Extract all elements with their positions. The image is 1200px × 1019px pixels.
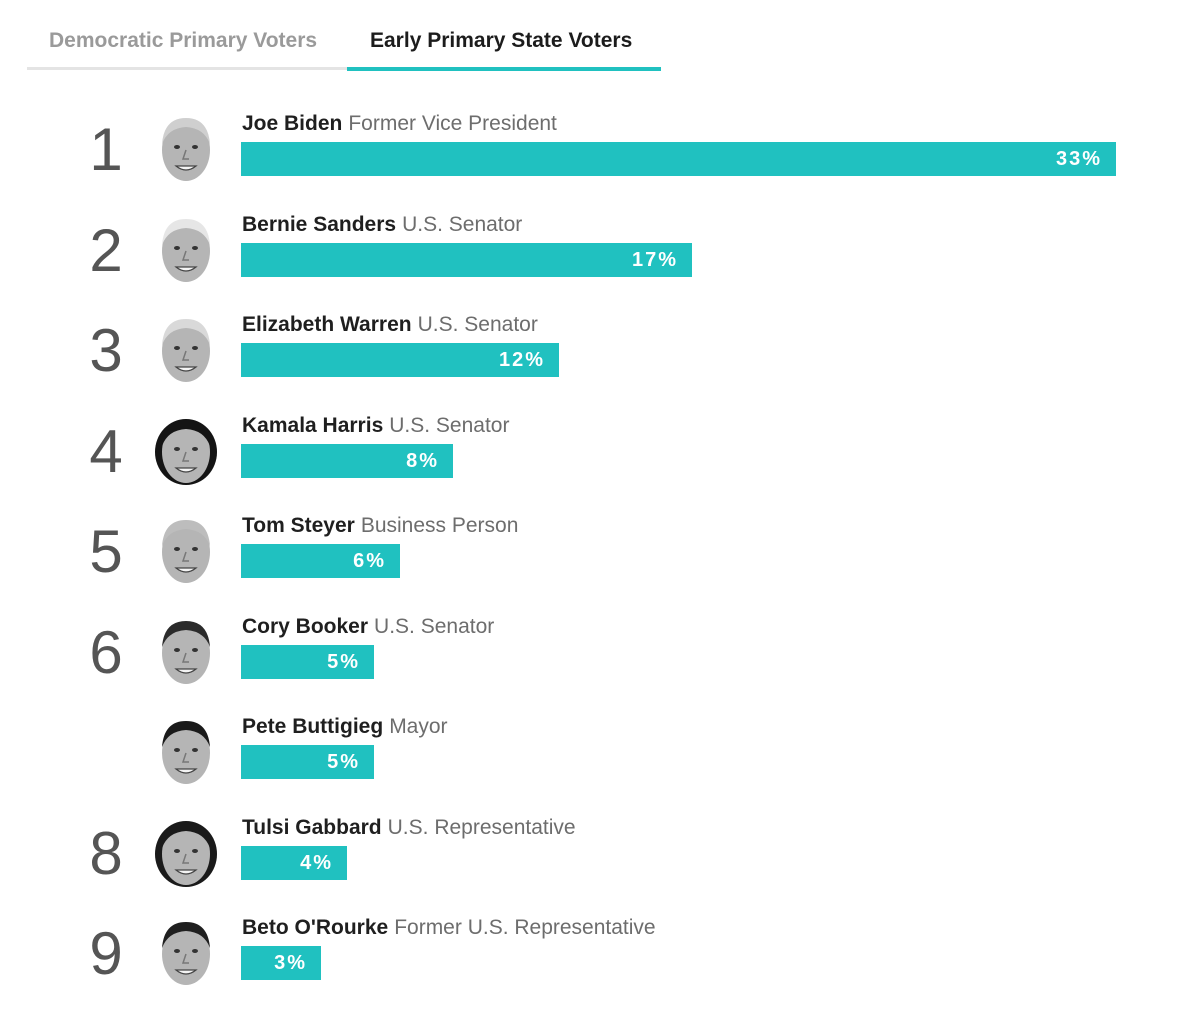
vote-share-label: 5%: [327, 751, 360, 773]
candidate-name: Elizabeth Warren: [242, 313, 412, 336]
vote-share-label: 4%: [300, 852, 333, 874]
vote-share-label: 3%: [274, 952, 307, 974]
candidate-label: Cory Booker U.S. Senator: [242, 613, 494, 641]
candidate-row: 9 Beto O'Rourke Former U.S. Representative…: [0, 914, 1200, 1014]
candidate-label: Tulsi Gabbard U.S. Representative: [242, 814, 576, 842]
vote-share-bar: 3%: [241, 946, 321, 980]
tab-divider: [27, 67, 347, 70]
vote-share-bar: 12%: [241, 343, 559, 377]
candidate-name: Bernie Sanders: [242, 213, 397, 236]
candidate-title: Mayor: [389, 715, 448, 738]
vote-share-bar: 17%: [241, 243, 692, 277]
candidate-title: U.S. Senator: [402, 213, 523, 236]
candidate-portrait-icon: [154, 114, 218, 184]
candidate-row: 6 Cory Booker U.S. Senator 5%: [0, 613, 1200, 713]
candidate-row: 4 Kamala Harris U.S. Senator 8%: [0, 412, 1200, 512]
candidate-portrait-icon: [154, 315, 218, 385]
candidate-label: Bernie Sanders U.S. Senator: [242, 211, 522, 239]
candidate-label: Joe Biden Former Vice President: [242, 110, 557, 138]
candidate-name: Pete Buttigieg: [242, 715, 384, 738]
vote-share-bar: 5%: [241, 645, 374, 679]
candidate-rank: 3: [89, 317, 123, 384]
vote-share-label: 5%: [327, 651, 360, 673]
vote-share-bar: 4%: [241, 846, 347, 880]
candidate-rank: 2: [89, 217, 123, 284]
candidate-name: Tom Steyer: [242, 514, 355, 537]
candidate-rank: 9: [89, 920, 123, 987]
active-tab-underline: [347, 67, 661, 71]
candidate-name: Beto O'Rourke: [242, 916, 389, 939]
vote-share-label: 17%: [631, 249, 678, 271]
vote-share-label: 6%: [353, 550, 386, 572]
candidate-portrait-icon: [154, 416, 218, 486]
candidate-title: Former Vice President: [348, 112, 557, 135]
candidate-row: 5 Tom Steyer Business Person 6%: [0, 512, 1200, 612]
candidate-name: Joe Biden: [242, 112, 343, 135]
candidate-rank: 6: [89, 619, 123, 686]
candidate-row: 1 Joe Biden Former Vice President 33%: [0, 110, 1200, 210]
tab-bar: Democratic Primary Voters Early Primary …: [27, 0, 661, 72]
candidate-portrait-icon: [154, 717, 218, 787]
candidate-title: U.S. Senator: [389, 414, 510, 437]
candidate-row: Pete Buttigieg Mayor 5%: [0, 713, 1200, 813]
candidate-rank: 1: [89, 116, 123, 183]
candidate-row: 2 Bernie Sanders U.S. Senator 17%: [0, 211, 1200, 311]
candidate-rank: 5: [89, 518, 123, 585]
vote-share-bar: 6%: [241, 544, 400, 578]
vote-share-bar: 5%: [241, 745, 374, 779]
vote-share-label: 12%: [498, 349, 545, 371]
candidate-label: Elizabeth Warren U.S. Senator: [242, 311, 538, 339]
candidate-label: Tom Steyer Business Person: [242, 512, 518, 540]
candidate-title: U.S. Senator: [417, 313, 538, 336]
candidate-name: Cory Booker: [242, 615, 369, 638]
candidate-portrait-icon: [154, 818, 218, 888]
candidate-label: Pete Buttigieg Mayor: [242, 713, 448, 741]
candidate-label: Kamala Harris U.S. Senator: [242, 412, 509, 440]
candidate-row: 8 Tulsi Gabbard U.S. Representative 4%: [0, 814, 1200, 914]
candidate-portrait-icon: [154, 215, 218, 285]
vote-share-bar: 33%: [241, 142, 1116, 176]
candidate-portrait-icon: [154, 918, 218, 988]
candidate-portrait-icon: [154, 617, 218, 687]
tab-democratic-primary-voters[interactable]: Democratic Primary Voters: [49, 29, 318, 52]
candidate-title: Business Person: [360, 514, 519, 537]
candidate-row: 3 Elizabeth Warren U.S. Senator 12%: [0, 311, 1200, 411]
candidate-name: Kamala Harris: [242, 414, 384, 437]
candidate-title: U.S. Senator: [374, 615, 495, 638]
candidate-rank: 4: [89, 418, 123, 485]
candidate-label: Beto O'Rourke Former U.S. Representative: [242, 914, 656, 942]
tab-early-primary-state-voters[interactable]: Early Primary State Voters: [370, 29, 633, 52]
candidate-portrait-icon: [154, 516, 218, 586]
candidate-title: U.S. Representative: [387, 816, 576, 839]
candidate-title: Former U.S. Representative: [394, 916, 656, 939]
candidate-rank: 8: [89, 820, 123, 887]
vote-share-label: 8%: [406, 450, 439, 472]
vote-share-bar: 8%: [241, 444, 453, 478]
candidate-name: Tulsi Gabbard: [242, 816, 382, 839]
vote-share-label: 33%: [1055, 148, 1102, 170]
